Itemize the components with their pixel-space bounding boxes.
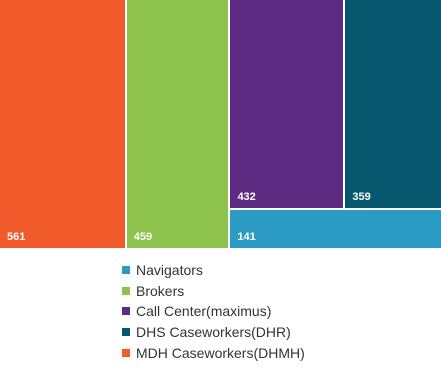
tile-brokers[interactable]: 459 [126, 0, 229, 248]
chart-legend: Navigators Brokers Call Center(maximus) … [122, 260, 305, 363]
tile-label-call-center: 432 [237, 191, 256, 204]
tile-dhs-caseworkers[interactable]: 359 [345, 0, 441, 209]
tile-label-navigators: 141 [237, 230, 256, 243]
tile-label-mdh-caseworkers: 561 [7, 231, 26, 243]
legend-item-navigators[interactable]: Navigators [122, 260, 305, 281]
tile-label-dhs-caseworkers: 359 [352, 191, 371, 204]
tile-navigators[interactable]: 141 [230, 210, 441, 248]
legend-swatch-dhs-caseworkers [122, 328, 130, 337]
legend-label-navigators: Navigators [136, 262, 203, 279]
legend-item-call-center[interactable]: Call Center(maximus) [122, 301, 305, 322]
legend-label-dhs-caseworkers: DHS Caseworkers(DHR) [136, 324, 291, 341]
legend-swatch-call-center [122, 307, 130, 316]
legend-swatch-mdh-caseworkers [122, 348, 130, 357]
tile-label-brokers: 459 [133, 231, 153, 243]
legend-swatch-brokers [122, 286, 130, 295]
treemap-chart: 561 459 432 359 141 [0, 0, 441, 248]
legend-item-brokers[interactable]: Brokers [122, 281, 305, 302]
legend-swatch-navigators [122, 266, 130, 275]
legend-label-call-center: Call Center(maximus) [136, 303, 272, 320]
legend-label-brokers: Brokers [136, 282, 185, 299]
legend-item-mdh-caseworkers[interactable]: MDH Caseworkers(DHMH) [122, 342, 305, 363]
tile-call-center[interactable]: 432 [230, 0, 344, 209]
legend-label-mdh-caseworkers: MDH Caseworkers(DHMH) [136, 344, 305, 361]
legend-item-dhs-caseworkers[interactable]: DHS Caseworkers(DHR) [122, 322, 305, 343]
tile-mdh-caseworkers[interactable]: 561 [0, 0, 125, 248]
